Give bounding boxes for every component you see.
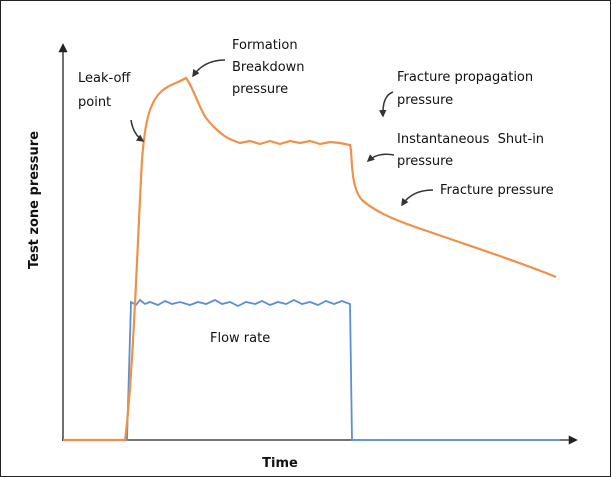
annotation-text: Fracture pressure [440,183,554,198]
arrow [401,189,434,207]
annotation-text: Instantaneous Shut-in [397,132,544,147]
annotation-text: Fracture propagation [397,70,533,85]
annotation-text: Formation [232,38,298,53]
arrow [366,153,395,163]
annotation-text: Flow rate [210,331,270,346]
annotation-text: pressure [232,82,288,97]
annotation: Leak-off point Formation Breakdown press… [78,38,554,346]
x-axis-label: Time [262,456,298,471]
annotation-text: pressure [397,154,453,169]
flow-rate-curve [63,298,560,441]
y-axis-label: Test zone pressure [27,131,42,269]
arrow [130,119,145,142]
annotation-text: pressure [397,93,453,108]
annotation-text: Leak-off [78,71,131,86]
annotation-text: Breakdown [232,60,305,75]
arrow [192,59,226,78]
arrow [378,91,394,118]
annotation-text: point [78,95,111,110]
pressure-curve [63,76,557,442]
